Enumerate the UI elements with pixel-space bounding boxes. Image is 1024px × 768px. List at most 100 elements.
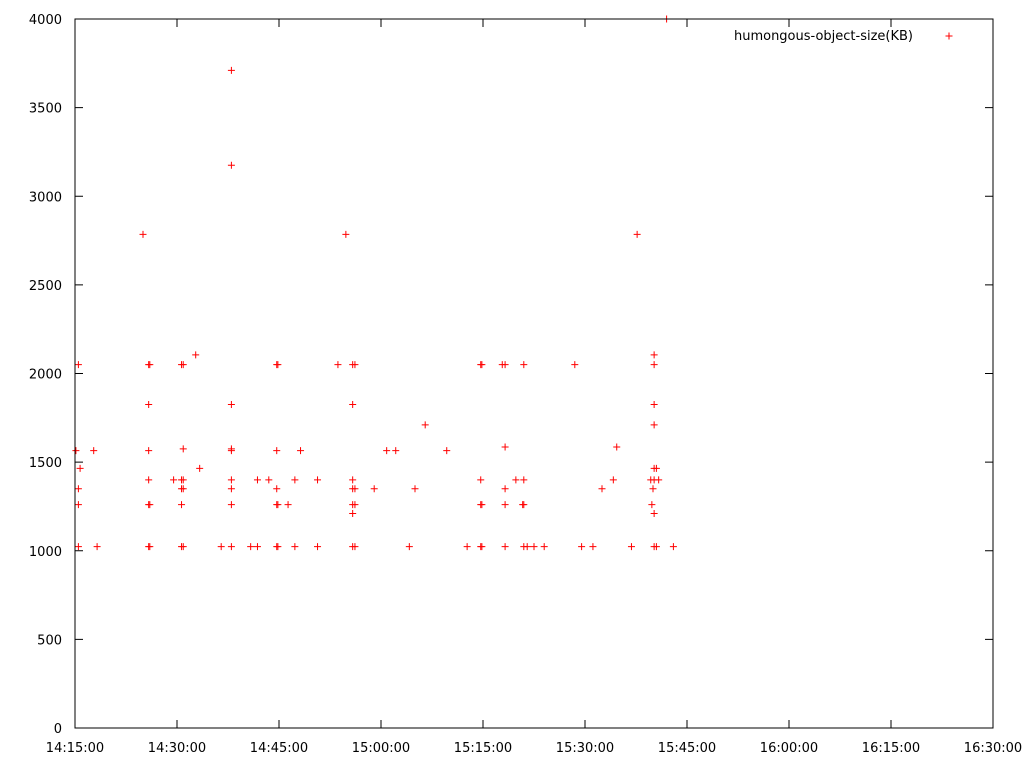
data-point	[284, 501, 292, 509]
data-point	[383, 447, 391, 455]
y-tick-label: 3000	[29, 190, 62, 205]
data-point	[571, 361, 579, 369]
legend-marker	[945, 32, 953, 40]
data-point	[589, 543, 597, 551]
data-point	[520, 476, 528, 484]
x-tick-label: 16:30:00	[964, 741, 1022, 756]
data-point	[297, 447, 305, 455]
y-tick-label: 4000	[29, 13, 62, 28]
data-point	[227, 161, 235, 169]
data-point	[501, 485, 509, 493]
data-point	[652, 464, 660, 472]
x-tick-label: 15:30:00	[556, 741, 614, 756]
data-point	[145, 447, 153, 455]
data-point	[530, 543, 538, 551]
data-point	[179, 445, 187, 453]
y-tick-label: 3500	[29, 102, 62, 117]
data-point	[179, 543, 187, 551]
data-point	[227, 501, 235, 509]
y-tick-label: 1000	[29, 545, 62, 560]
data-point	[405, 543, 413, 551]
data-point	[146, 543, 154, 551]
data-point	[314, 476, 322, 484]
legend-label: humongous-object-size(KB)	[734, 29, 913, 44]
x-tick-label: 14:30:00	[148, 741, 206, 756]
x-tick-label: 15:45:00	[658, 741, 716, 756]
data-point	[655, 476, 663, 484]
y-tick-label: 1500	[29, 456, 62, 471]
data-point	[74, 543, 82, 551]
data-point	[247, 543, 255, 551]
data-point	[598, 485, 606, 493]
data-point	[291, 543, 299, 551]
data-point	[478, 501, 486, 509]
data-point	[370, 485, 378, 493]
data-point	[76, 464, 84, 472]
data-point	[669, 543, 677, 551]
axes: 0 500 1000 1500 2000 2500 3000 3500 4000 14:15:00…	[29, 13, 1022, 756]
data-point	[349, 476, 357, 484]
data-point	[349, 510, 357, 518]
data-point	[253, 476, 261, 484]
data-point	[72, 447, 80, 455]
data-point	[477, 476, 485, 484]
y-tick-label: 2500	[29, 279, 62, 294]
data-point	[334, 361, 342, 369]
x-tick-label: 15:00:00	[352, 741, 410, 756]
data-point	[613, 443, 621, 451]
x-tick-label: 16:15:00	[862, 741, 920, 756]
data-point	[265, 476, 273, 484]
data-point	[609, 476, 617, 484]
x-tick-label: 16:00:00	[760, 741, 818, 756]
data-point	[291, 476, 299, 484]
y-tick-label: 2000	[29, 368, 62, 383]
data-point	[253, 543, 261, 551]
data-point	[227, 401, 235, 409]
data-point	[627, 543, 635, 551]
data-point	[649, 485, 657, 493]
data-point	[650, 401, 658, 409]
data-point	[411, 485, 419, 493]
data-point	[650, 421, 658, 429]
data-point	[650, 361, 658, 369]
data-point	[274, 361, 282, 369]
x-tick-label: 14:15:00	[46, 741, 104, 756]
data-point	[652, 543, 660, 551]
data-point	[179, 361, 187, 369]
data-point	[192, 351, 200, 359]
plot-marks	[72, 15, 677, 551]
data-point	[217, 543, 225, 551]
plot-frame	[74, 18, 994, 729]
data-point	[274, 543, 282, 551]
data-point	[463, 543, 471, 551]
x-tick-label: 14:45:00	[250, 741, 308, 756]
data-point	[650, 510, 658, 518]
legend-marker-symbol	[945, 32, 953, 40]
y-tick-label: 0	[54, 722, 62, 737]
data-point	[227, 447, 235, 455]
data-point	[145, 401, 153, 409]
data-point	[501, 443, 509, 451]
data-point	[633, 230, 641, 238]
data-point	[523, 543, 531, 551]
data-point	[520, 361, 528, 369]
data-point	[443, 447, 451, 455]
data-point	[146, 361, 154, 369]
data-point	[273, 485, 281, 493]
data-point	[178, 501, 186, 509]
data-point	[90, 447, 98, 455]
data-point	[392, 447, 400, 455]
data-point	[93, 543, 101, 551]
data-point	[501, 501, 509, 509]
legend: humongous-object-size(KB)	[734, 29, 953, 44]
data-point	[478, 543, 486, 551]
data-point	[650, 351, 658, 359]
data-point	[146, 501, 154, 509]
data-point	[273, 447, 281, 455]
data-point	[342, 230, 350, 238]
data-point	[196, 464, 204, 472]
data-point	[648, 501, 656, 509]
data-point	[179, 485, 187, 493]
data-point	[170, 476, 178, 484]
